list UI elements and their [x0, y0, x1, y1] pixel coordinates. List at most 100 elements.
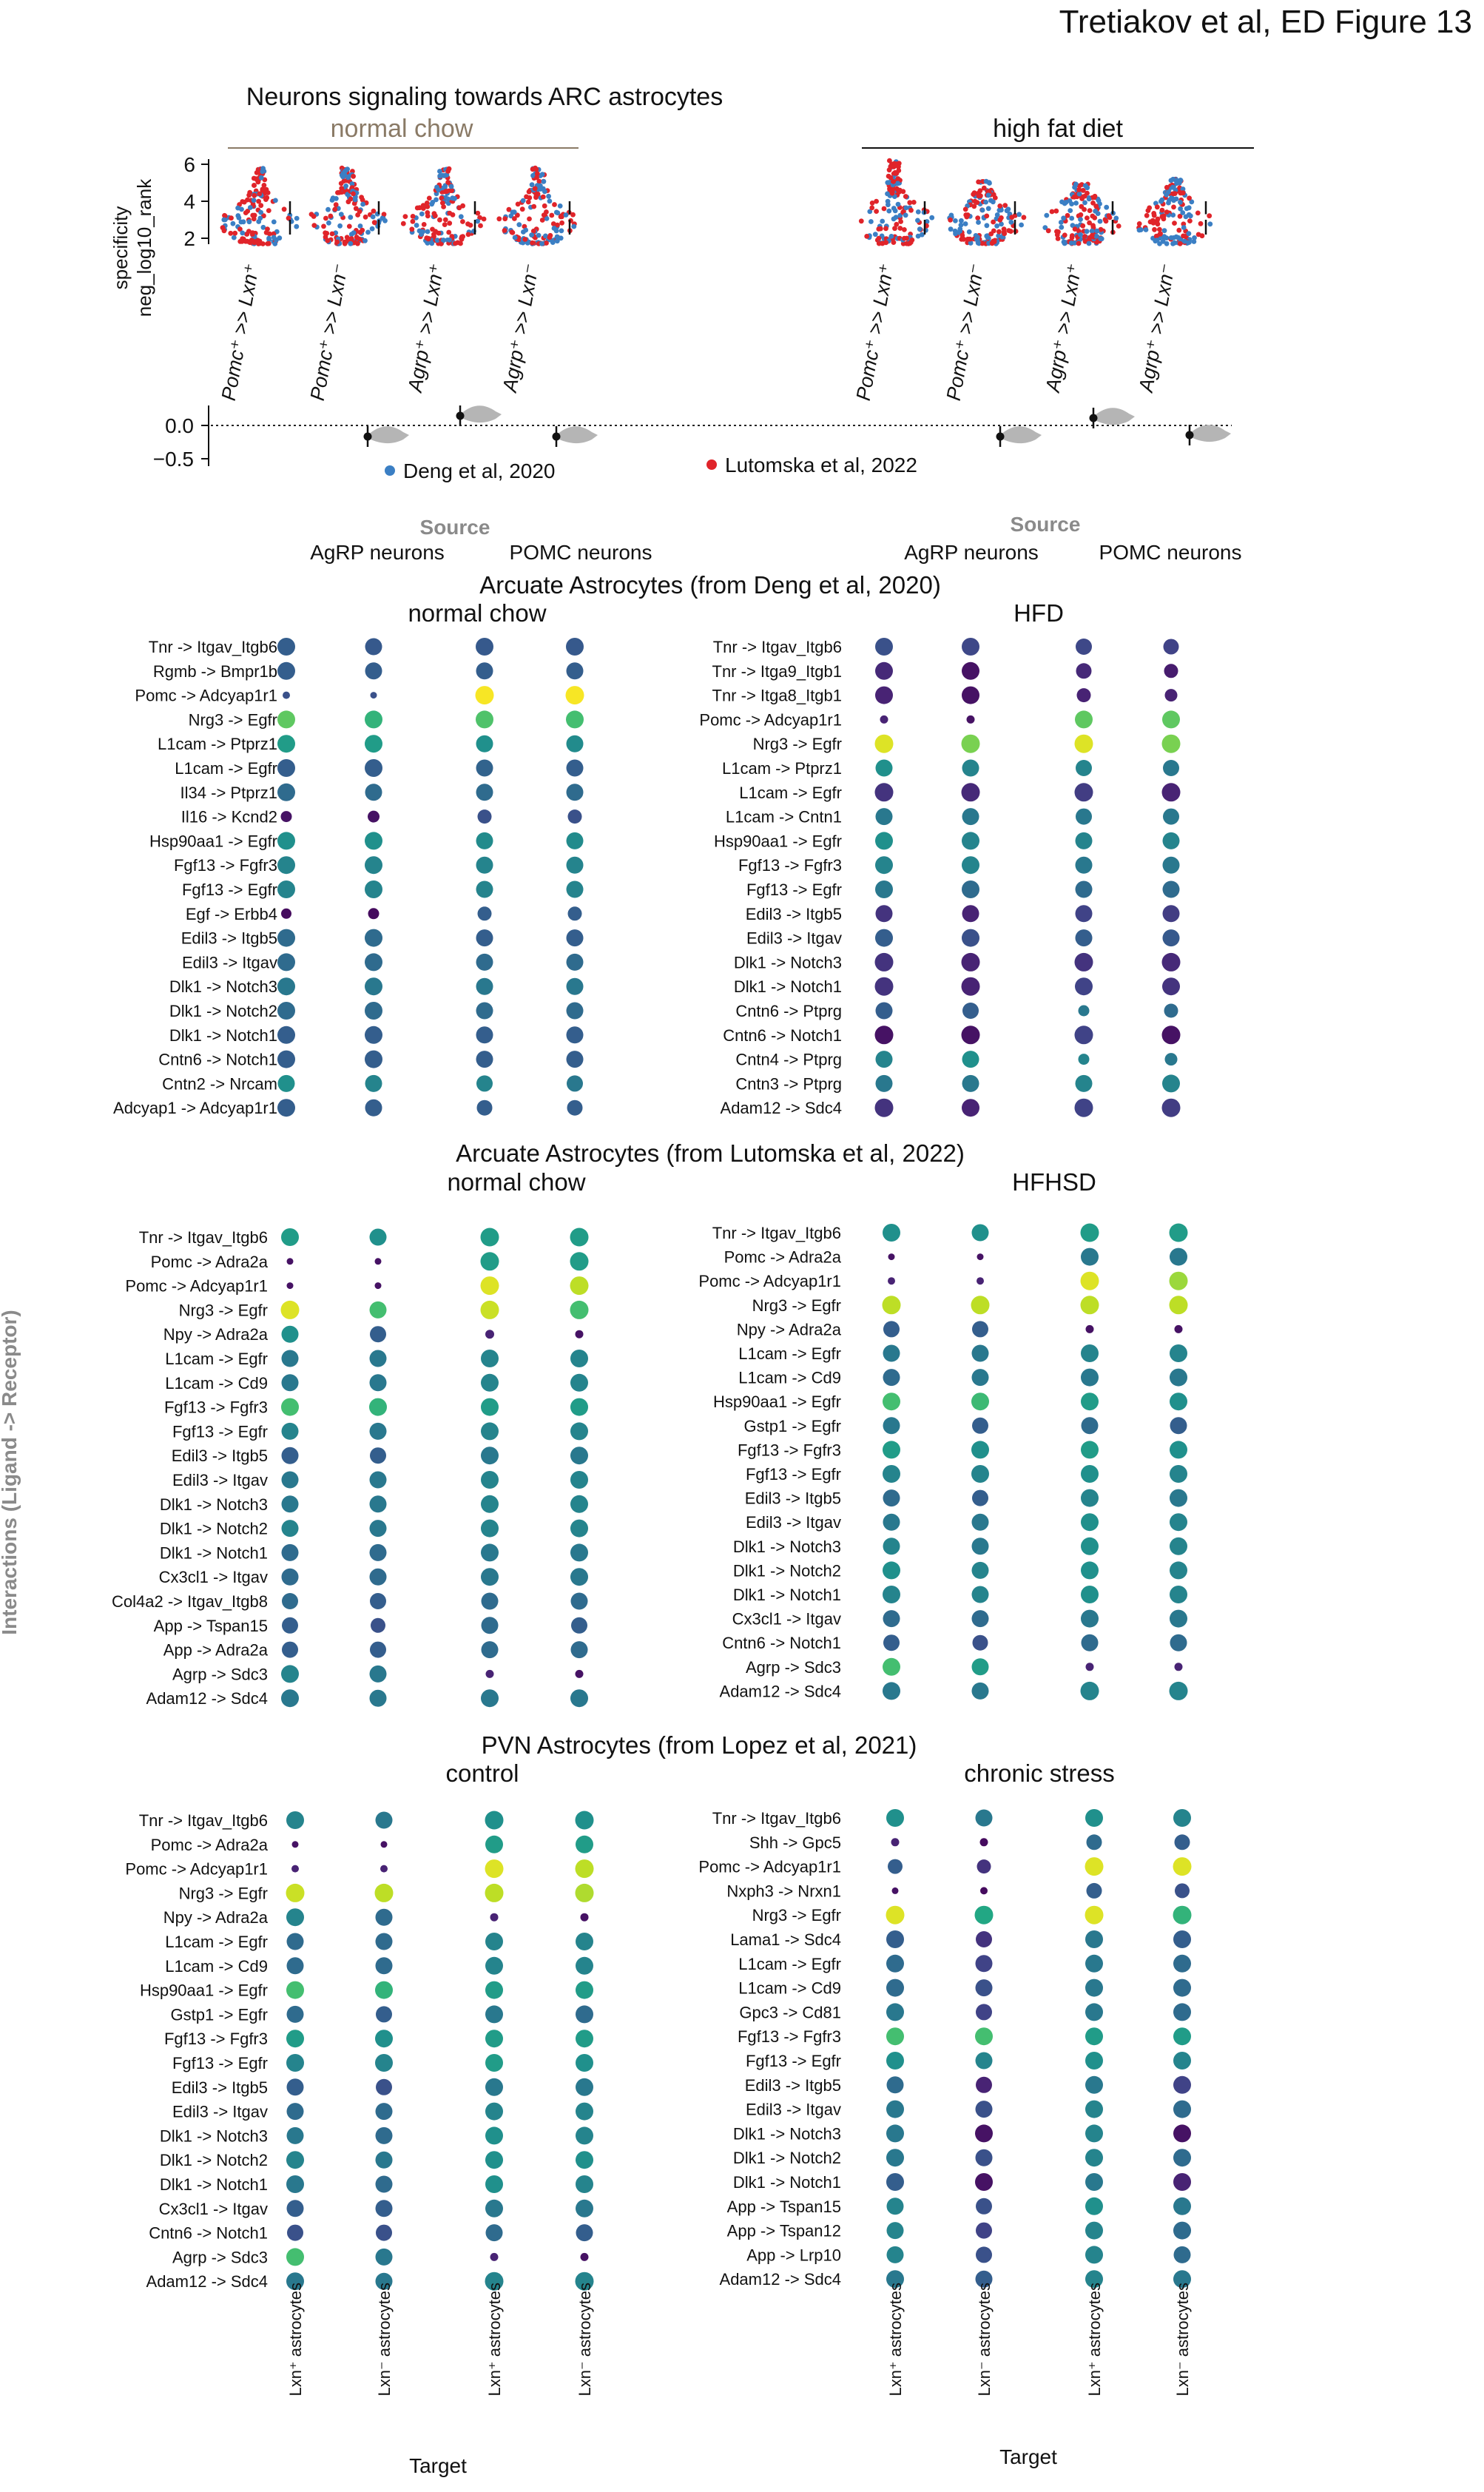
- panel-subtitle-lutomska-nc: normal chow: [447, 1168, 585, 1196]
- dot-mark: [1085, 2270, 1103, 2289]
- row-label: Pomc -> Adra2a: [724, 1248, 842, 1267]
- row-label: Fgf13 -> Egfr: [172, 1422, 268, 1441]
- row-label: Edil3 -> Itgav: [172, 1471, 268, 1489]
- swarm-point: [437, 173, 442, 179]
- swarm-point: [549, 212, 555, 218]
- dot-mark: [375, 2030, 393, 2048]
- dot-mark: [570, 1228, 589, 1247]
- row-label: Tnr -> Itga8_Itgb1: [712, 687, 843, 705]
- dot-mark: [566, 1002, 584, 1020]
- swarm-point: [445, 196, 451, 202]
- row-label: Fgf13 -> Egfr: [746, 2052, 841, 2070]
- swarm-point: [1168, 178, 1174, 183]
- dot-mark: [976, 2076, 992, 2093]
- row-label: Hsp90aa1 -> Egfr: [713, 1393, 841, 1411]
- swarm-point: [1145, 208, 1151, 213]
- swarm-point: [247, 189, 253, 195]
- swarm-point: [429, 240, 435, 246]
- swarm-point: [351, 230, 357, 235]
- dot-mark: [886, 2246, 904, 2263]
- swarm-point: [979, 207, 985, 213]
- dot-mark: [380, 1865, 388, 1873]
- dot-mark: [277, 735, 295, 753]
- swarm-point: [257, 238, 263, 244]
- dot-mark: [286, 2272, 304, 2291]
- dot-mark: [875, 832, 893, 850]
- swarm-point: [1082, 234, 1087, 239]
- dot-mark: [277, 856, 295, 875]
- dot-mark: [490, 1913, 499, 1922]
- row-label: Hsp90aa1 -> Egfr: [714, 832, 842, 850]
- dot-mark: [1161, 952, 1181, 971]
- swarm-point: [445, 180, 451, 185]
- swarm-point: [547, 198, 553, 204]
- dot-mark: [375, 2126, 393, 2144]
- dot-mark: [1163, 760, 1179, 776]
- swarm-point: [974, 236, 979, 242]
- swarm-point: [325, 238, 331, 243]
- panel-subtitle-deng-hfd: HFD: [1013, 599, 1064, 627]
- row-label: Cntn4 -> Ptprg: [735, 1051, 842, 1069]
- swarm-point: [342, 172, 348, 178]
- dot-mark: [975, 1955, 993, 1973]
- swarm-point: [348, 215, 354, 220]
- dot-mark: [374, 1282, 382, 1290]
- swarm-point: [876, 235, 882, 241]
- row-label: Fgf13 -> Fgfr3: [738, 2027, 841, 2046]
- dot-mark: [874, 1098, 894, 1117]
- swarm-point: [559, 220, 564, 226]
- swarm-point: [888, 234, 894, 239]
- row-label: Gpc3 -> Cd81: [739, 2003, 841, 2021]
- swarm-point: [1086, 240, 1092, 246]
- dot-mark: [476, 710, 493, 729]
- swarm-point: [563, 212, 569, 218]
- dot-mark: [281, 1665, 299, 1683]
- dot-mark: [883, 1489, 900, 1507]
- dot-mark: [570, 1471, 588, 1489]
- dot-mark: [485, 2272, 504, 2291]
- swarm-point: [477, 215, 482, 220]
- dot-mark: [277, 1026, 295, 1044]
- swarm-point: [409, 226, 415, 232]
- dot-mark: [875, 759, 893, 777]
- swarm-point: [311, 223, 317, 228]
- swarm-point: [260, 224, 266, 230]
- dot-mark: [481, 1471, 499, 1489]
- dot-mark: [971, 1610, 989, 1628]
- swarm-category-label: Agrp⁺ >> Lxn⁺: [1042, 262, 1086, 395]
- swarm-point: [867, 209, 873, 215]
- swarm-point: [529, 232, 534, 238]
- dot-mark: [1078, 1005, 1090, 1017]
- dot-mark: [980, 1887, 988, 1895]
- dot-mark: [886, 1979, 904, 1997]
- swarm-point: [1006, 228, 1012, 233]
- dot-mark: [277, 1050, 295, 1068]
- swarm-point: [265, 190, 271, 195]
- swarm-point: [221, 228, 227, 234]
- dot-mark: [277, 759, 295, 777]
- swarm-point: [907, 200, 913, 206]
- dot-mark: [883, 1586, 900, 1603]
- dot-mark: [1162, 710, 1180, 729]
- dot-mark: [369, 1689, 387, 1707]
- dot-mark: [575, 1669, 584, 1678]
- delta-point: [1089, 414, 1098, 422]
- swarm-point: [475, 218, 480, 224]
- dot-mark: [1085, 2027, 1103, 2046]
- dot-mark: [286, 2005, 304, 2023]
- dot-mark: [566, 953, 584, 971]
- dot-mark: [481, 1689, 499, 1708]
- dot-mark: [565, 686, 584, 705]
- dot-mark: [371, 1617, 385, 1633]
- target-label: Lxn⁺ astrocytes: [886, 2283, 905, 2396]
- swarm-category-labels: Pomc⁺ >> Lxn⁺ Pomc⁺ >> Lxn⁻ Agrp⁺ >> Lxn⁺ A…: [217, 262, 1179, 403]
- swarm-point: [892, 208, 898, 214]
- dot-mark: [962, 808, 979, 826]
- swarm-point: [541, 178, 547, 184]
- swarm-point: [244, 232, 250, 237]
- swarm-point: [308, 212, 314, 217]
- row-label: Tnr -> Itgav_Itgb6: [149, 638, 277, 656]
- swarm-point: [246, 219, 252, 225]
- dot-mark: [286, 1957, 304, 1975]
- swarm-point: [1154, 238, 1160, 243]
